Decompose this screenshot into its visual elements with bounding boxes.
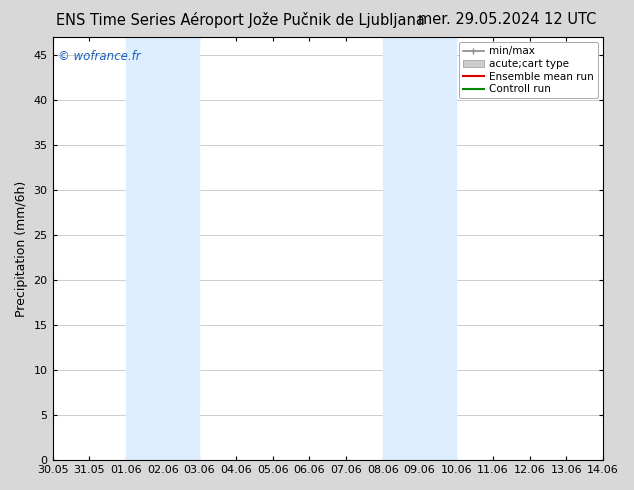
Y-axis label: Precipitation (mm/6h): Precipitation (mm/6h) (15, 180, 28, 317)
Text: © wofrance.fr: © wofrance.fr (58, 50, 141, 63)
Bar (126, 37, 199, 460)
Text: ENS Time Series Aéroport Jože Pučnik de Ljubljana: ENS Time Series Aéroport Jože Pučnik de … (56, 12, 425, 28)
Bar (383, 37, 456, 460)
Text: mer. 29.05.2024 12 UTC: mer. 29.05.2024 12 UTC (418, 12, 597, 27)
Legend: min/max, acute;cart type, Ensemble mean run, Controll run: min/max, acute;cart type, Ensemble mean … (459, 42, 598, 98)
